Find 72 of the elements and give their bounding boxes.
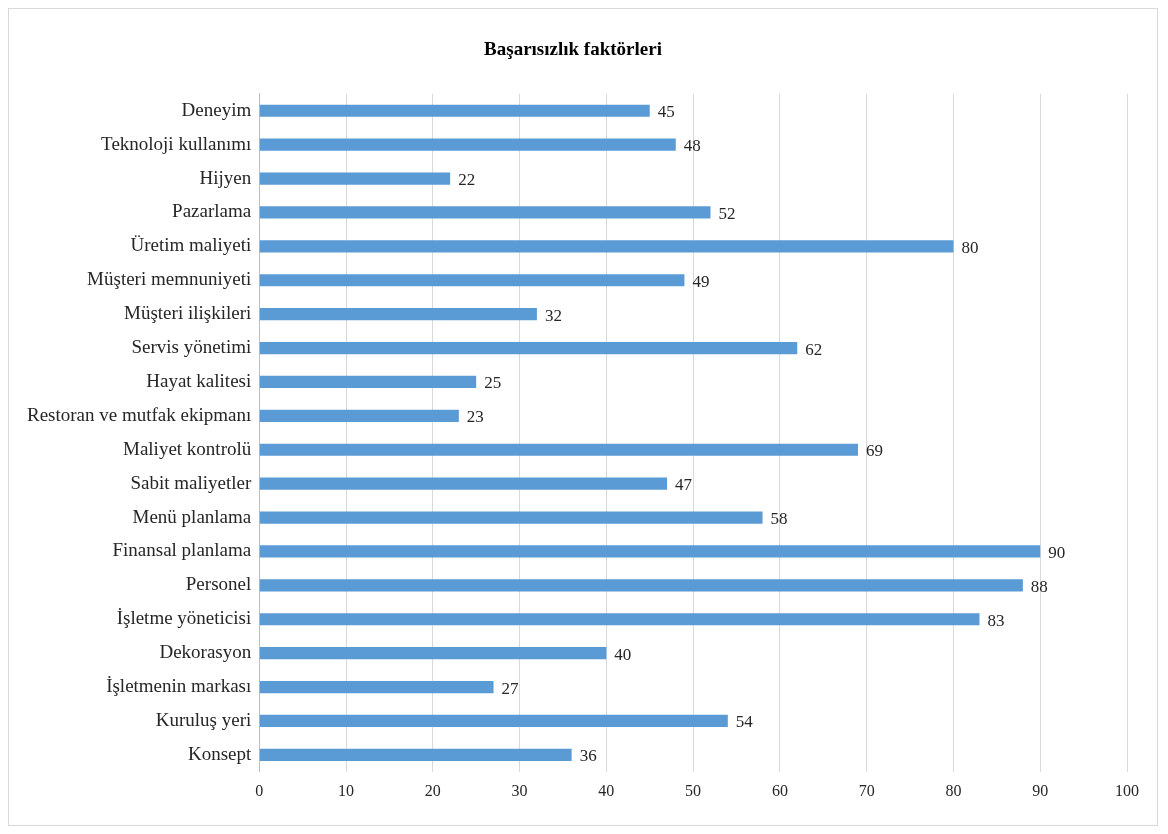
y-tick-label: Hijyen <box>199 166 252 188</box>
bar <box>259 274 685 287</box>
data-label: 69 <box>866 441 883 461</box>
data-label: 47 <box>675 475 693 495</box>
y-tick-label: Konsept <box>187 742 252 764</box>
bar <box>259 477 668 490</box>
x-tick-label: 100 <box>1115 781 1139 799</box>
bar <box>259 545 1041 558</box>
y-tick-label: Müşteri ilişkileri <box>124 302 252 324</box>
y-tick-label: Finansal planlama <box>112 539 252 561</box>
y-tick-label: Kuruluş yeri <box>155 708 252 730</box>
y-tick-label: Menü planlama <box>132 505 252 527</box>
y-tick-label: Müşteri memnuniyeti <box>87 268 252 290</box>
bar <box>259 375 477 389</box>
data-label: 62 <box>805 339 823 359</box>
bar <box>259 308 537 321</box>
bar <box>259 714 728 728</box>
bar <box>259 138 676 151</box>
data-label: 49 <box>692 271 710 291</box>
y-tick-label: Personel <box>185 573 252 595</box>
bar <box>259 104 650 117</box>
y-tick-label: Maliyet kontrolü <box>123 437 252 459</box>
x-tick-label: 40 <box>598 781 615 799</box>
data-label: 52 <box>718 203 736 223</box>
y-tick-label: İşletmenin markası <box>106 675 252 697</box>
bar <box>259 240 954 253</box>
chart-title: Başarısızlık faktörleri <box>484 38 662 60</box>
x-tick-label: 0 <box>255 781 264 799</box>
data-label: 23 <box>466 407 484 427</box>
y-tick-label: Deneyim <box>181 98 252 120</box>
data-label: 83 <box>987 610 1005 630</box>
y-tick-label: Teknoloji kullanımı <box>101 132 252 154</box>
data-label: 58 <box>770 509 788 529</box>
x-tick-label: 30 <box>511 781 528 799</box>
data-label: 27 <box>501 678 520 698</box>
bar <box>259 748 572 761</box>
y-tick-label: Pazarlama <box>172 200 252 222</box>
bar <box>259 206 711 219</box>
data-label: 45 <box>657 102 675 122</box>
bar <box>259 680 494 694</box>
y-tick-label: Dekorasyon <box>159 641 252 663</box>
x-tick-label: 60 <box>771 781 788 799</box>
bar <box>259 647 607 660</box>
bar <box>259 409 459 422</box>
x-tick-label: 50 <box>685 781 702 799</box>
data-label: 48 <box>683 136 701 156</box>
data-label: 22 <box>458 170 476 190</box>
data-label: 90 <box>1048 542 1066 562</box>
data-label: 25 <box>484 373 502 393</box>
data-label: 40 <box>614 644 632 664</box>
bar <box>259 341 798 355</box>
data-label: 36 <box>579 746 597 766</box>
data-label: 88 <box>1030 576 1048 596</box>
bar <box>259 579 1023 592</box>
bar <box>259 511 763 524</box>
x-tick-label: 20 <box>424 781 441 799</box>
data-label: 80 <box>961 237 979 257</box>
bar <box>259 172 451 185</box>
y-tick-label: Servis yönetimi <box>131 336 252 358</box>
y-tick-label: Üretim maliyeti <box>130 234 252 256</box>
y-tick-label: İşletme yöneticisi <box>116 607 252 629</box>
x-tick-label: 70 <box>858 781 875 799</box>
bar <box>259 613 980 626</box>
x-tick-label: 80 <box>945 781 962 799</box>
x-tick-label: 90 <box>1032 781 1049 799</box>
bar <box>259 443 858 456</box>
y-tick-label: Sabit maliyetler <box>130 471 252 493</box>
data-label: 54 <box>735 712 754 732</box>
y-tick-label: Restoran ve mutfak ekipmanı <box>26 403 252 425</box>
x-tick-label: 10 <box>338 781 355 799</box>
y-tick-label: Hayat kalitesi <box>146 369 252 391</box>
data-label: 32 <box>544 305 562 325</box>
